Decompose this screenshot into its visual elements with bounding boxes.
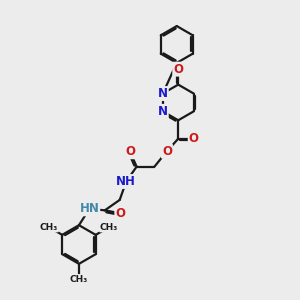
Text: NH: NH xyxy=(116,175,136,188)
Text: O: O xyxy=(125,145,135,158)
Text: O: O xyxy=(173,63,183,76)
Text: O: O xyxy=(162,145,172,158)
Text: N: N xyxy=(158,105,168,118)
Text: HN: HN xyxy=(80,202,99,215)
Text: O: O xyxy=(189,132,199,145)
Text: N: N xyxy=(158,87,168,100)
Text: CH₃: CH₃ xyxy=(70,275,88,284)
Text: O: O xyxy=(115,207,125,220)
Text: CH₃: CH₃ xyxy=(100,223,118,232)
Text: CH₃: CH₃ xyxy=(40,223,58,232)
